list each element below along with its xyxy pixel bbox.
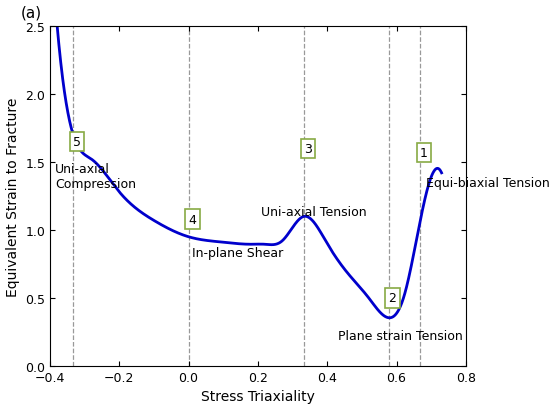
Text: 2: 2: [388, 292, 397, 305]
Text: Equi-biaxial Tension: Equi-biaxial Tension: [426, 176, 550, 189]
Text: Uni-axial Tension: Uni-axial Tension: [261, 206, 367, 219]
Text: (a): (a): [20, 5, 42, 20]
Text: In-plane Shear: In-plane Shear: [192, 247, 283, 260]
X-axis label: Stress Triaxiality: Stress Triaxiality: [201, 389, 315, 403]
Text: 5: 5: [73, 136, 81, 148]
Text: 1: 1: [420, 146, 428, 160]
Y-axis label: Equivalent Strain to Fracture: Equivalent Strain to Fracture: [6, 97, 19, 296]
Text: Uni-axial
Compression: Uni-axial Compression: [55, 162, 136, 191]
Text: 3: 3: [304, 142, 312, 155]
Text: 4: 4: [188, 213, 197, 226]
Text: Plane strain Tension: Plane strain Tension: [337, 330, 463, 342]
